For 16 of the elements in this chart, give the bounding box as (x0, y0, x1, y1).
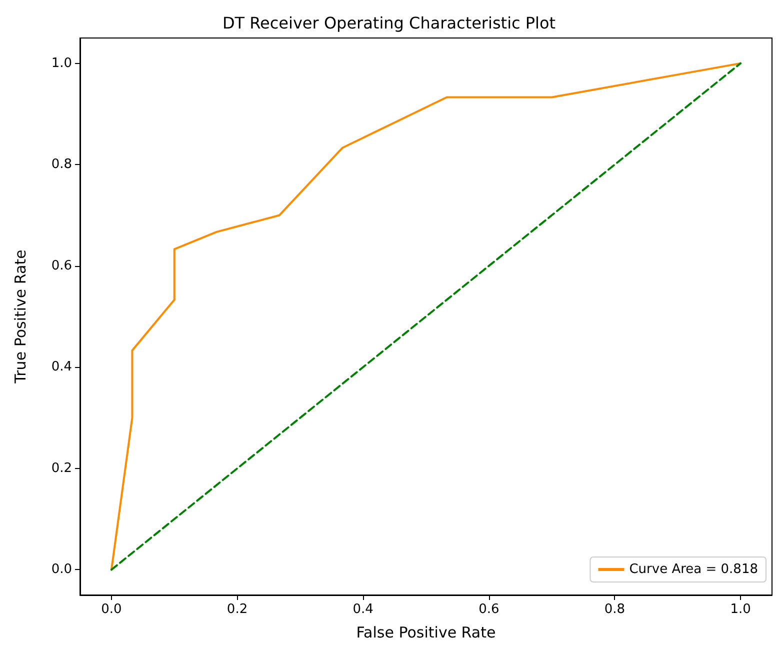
x-tick-label: 0.6 (478, 602, 500, 617)
x-tick-label: 0.2 (226, 602, 248, 617)
y-tick-label: 1.0 (51, 56, 72, 71)
y-tick-label: 0.4 (51, 360, 72, 375)
chart-title: DT Receiver Operating Characteristic Plot (222, 14, 556, 32)
y-tick-label: 0.0 (51, 562, 72, 578)
y-tick-label: 0.6 (51, 258, 72, 274)
x-tick-label: 0.4 (352, 602, 374, 617)
y-tick-label: 0.2 (51, 460, 72, 476)
legend-label: Curve Area = 0.818 (629, 562, 758, 577)
y-axis-title: True Positive Rate (12, 250, 30, 384)
x-tick-label: 0.8 (604, 602, 626, 617)
x-axis-title: False Positive Rate (356, 624, 496, 642)
x-tick-label: 1.0 (730, 602, 751, 617)
x-tick-label: 0.0 (101, 602, 122, 617)
y-tick-label: 0.8 (51, 157, 72, 172)
